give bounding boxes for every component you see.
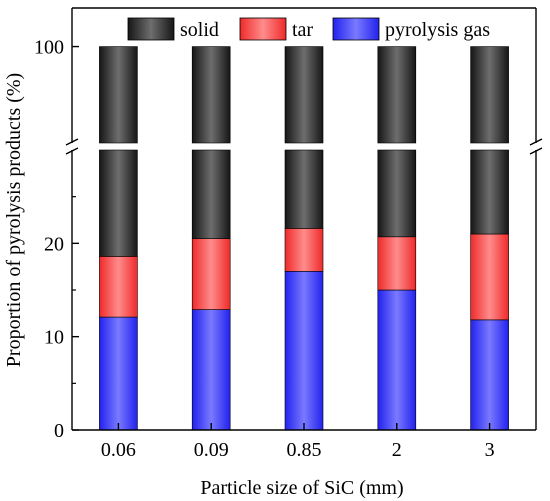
axis-ticks: 0 10 20 100 0.06 0.09 0.85 2 3 [34, 37, 495, 461]
x-tick-label: 3 [485, 439, 495, 461]
break-mark-right-lower [529, 147, 543, 155]
bar-pyrolysis-gas-2 [377, 289, 417, 431]
bar-solid-0.85 [284, 149, 324, 229]
y-tick-label: 0 [54, 420, 64, 442]
bar-pyrolysis-gas-0.85 [284, 271, 324, 431]
bar-tar-0.09 [191, 238, 231, 310]
x-tick-label: 0.06 [101, 439, 136, 461]
bar-pyrolysis-gas-0.09 [191, 309, 231, 431]
bar-solid-2 [377, 149, 417, 238]
break-mark-left-lower [65, 147, 79, 155]
bar-tar-0.85 [284, 228, 324, 272]
x-tick-label: 0.09 [194, 439, 229, 461]
y-tick-label: 10 [44, 327, 64, 349]
bar-tar-3 [470, 233, 509, 321]
bar-solid-0.09 [191, 149, 231, 239]
bar-solid-0.06-upper [99, 46, 138, 144]
legend-label-solid: solid [180, 19, 219, 41]
legend-label-pyrolysis-gas: pyrolysis gas [385, 19, 490, 41]
bar-tar-0.06 [99, 256, 138, 318]
bar-pyrolysis-gas-3 [470, 319, 509, 431]
legend: solid tar pyrolysis gas [127, 17, 490, 41]
legend-label-tar: tar [292, 19, 313, 41]
bar-solid-3-upper [470, 46, 509, 144]
bar-pyrolysis-gas-0.06 [99, 316, 138, 431]
legend-swatch-pyrolysis-gas [332, 17, 380, 41]
y-axis-label: Proportion of pyrolysis products (%) [3, 73, 25, 367]
legend-swatch-tar [239, 17, 287, 41]
y-tick-label: 20 [44, 233, 64, 255]
x-tick-label: 2 [392, 439, 402, 461]
x-tick-label: 0.85 [287, 439, 322, 461]
y-tick-label: 100 [34, 37, 64, 59]
bar-solid-3 [470, 149, 509, 235]
break-mark-left-upper [65, 138, 79, 146]
bar-solid-2-upper [377, 46, 417, 144]
bars-layer [99, 46, 509, 431]
break-mark-right-upper [529, 138, 543, 146]
bar-tar-2 [377, 236, 417, 291]
bar-solid-0.85-upper [284, 46, 324, 144]
legend-swatch-solid [127, 17, 175, 41]
bar-solid-0.06 [99, 149, 138, 257]
bar-solid-0.09-upper [191, 46, 231, 144]
x-axis-label: Particle size of SiC (mm) [200, 477, 403, 499]
